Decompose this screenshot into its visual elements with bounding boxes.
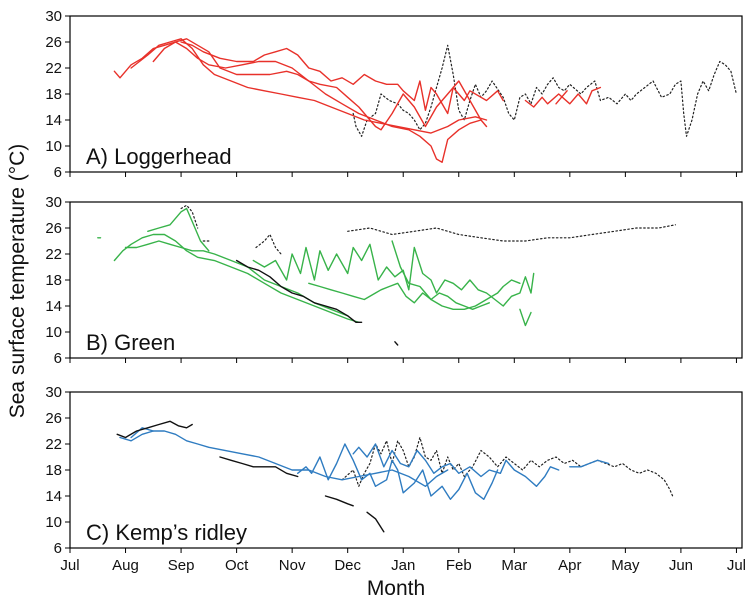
habitat-sst-dotted-line	[341, 436, 674, 497]
y-tick-label: 30	[45, 194, 62, 211]
y-tick-label: 22	[45, 246, 62, 263]
y-tick-label: 10	[45, 514, 62, 531]
x-tick-label: May	[611, 557, 640, 574]
turtle-track-line	[113, 233, 360, 323]
y-tick-label: 6	[54, 540, 62, 557]
x-axis-title: Month	[367, 577, 425, 600]
x-tick-label: Jan	[391, 557, 415, 574]
y-tick-label: 22	[45, 436, 62, 453]
turtle-track-line	[180, 41, 504, 115]
panel-3: 6 10 14 18 22 26 30 C) Kemp’s ridley	[45, 384, 743, 557]
y-axis-title: Sea surface temperature (°C)	[6, 144, 29, 419]
black-track-line	[116, 420, 193, 439]
y-tick-label: 14	[45, 112, 62, 129]
turtle-track-line	[252, 243, 535, 307]
panel-2: 6 10 14 18 22 26 30 B) Green	[45, 194, 743, 367]
habitat-sst-dotted-line	[255, 233, 282, 255]
turtle-track-line	[519, 308, 532, 327]
y-tick-label: 26	[45, 220, 62, 237]
x-tick-label: Feb	[446, 557, 472, 574]
y-tick-label: 26	[45, 410, 62, 427]
turtle-track-line	[119, 430, 449, 487]
y-tick-label: 18	[45, 86, 62, 103]
turtle-track-line	[147, 207, 210, 252]
x-tick-label: Mar	[501, 557, 527, 574]
panel-label: C) Kemp’s ridley	[86, 520, 247, 545]
y-tick-label: 6	[54, 350, 62, 367]
panel-1: 6 10 14 18 22 26 30 A) Loggerhead	[45, 8, 743, 181]
black-track-line	[324, 495, 354, 507]
turtle-track-line	[130, 427, 154, 439]
y-tick-label: 18	[45, 272, 62, 289]
y-tick-label: 10	[45, 138, 62, 155]
black-track-line	[219, 456, 299, 478]
turtle-track-line	[152, 38, 488, 131]
y-tick-label: 22	[45, 60, 62, 77]
turtle-track-line	[352, 443, 560, 487]
black-track-line	[366, 511, 385, 533]
y-tick-label: 14	[45, 488, 62, 505]
y-tick-label: 6	[54, 164, 62, 181]
y-tick-label: 26	[45, 34, 62, 51]
x-tick-label: Apr	[558, 557, 581, 574]
y-tick-label: 18	[45, 462, 62, 479]
turtle-track-line	[113, 41, 482, 163]
x-tick-label: Jun	[669, 557, 693, 574]
y-tick-label: 10	[45, 324, 62, 341]
turtle-track-line	[555, 90, 568, 105]
x-tick-label: Dec	[334, 557, 361, 574]
turtle-track-line	[391, 240, 521, 310]
turtle-track-line	[308, 282, 490, 310]
x-tick-label: Jul	[727, 557, 746, 574]
x-tick-label: Sep	[168, 557, 195, 574]
turtle-track-line	[130, 38, 488, 134]
turtle-track-line	[569, 459, 610, 468]
panel-label: A) Loggerhead	[86, 144, 232, 169]
x-tick-label: Nov	[279, 557, 306, 574]
y-tick-label: 30	[45, 384, 62, 401]
turtle-track-line	[524, 86, 602, 108]
habitat-sst-dotted-line	[347, 224, 676, 242]
x-tick-label: Jul	[60, 557, 79, 574]
habitat-sst-dotted-line	[352, 44, 737, 137]
y-tick-label: 30	[45, 8, 62, 25]
black-track-line	[394, 341, 399, 346]
panel-label: B) Green	[86, 330, 175, 355]
habitat-sst-dotted-line	[180, 204, 199, 229]
black-track-line	[235, 259, 363, 323]
x-tick-label: Aug	[112, 557, 139, 574]
x-tick-label: Oct	[225, 557, 249, 574]
y-tick-label: 14	[45, 298, 62, 315]
turtle-track-line	[297, 443, 499, 500]
